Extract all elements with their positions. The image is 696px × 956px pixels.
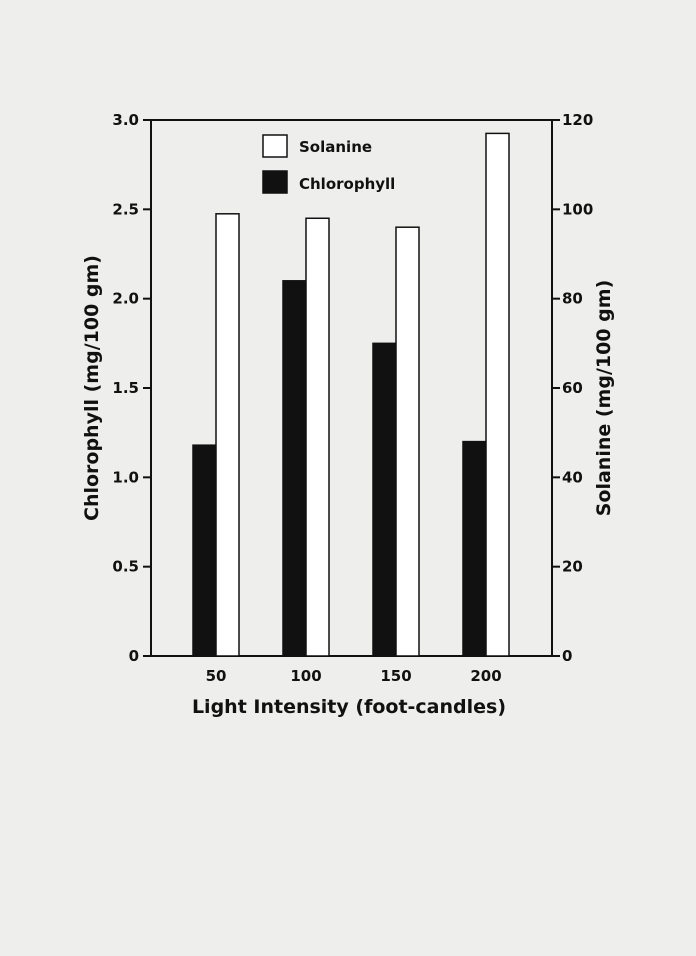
x-tick-label: 200: [470, 667, 501, 685]
x-axis-title: Light Intensity (foot-candles): [192, 696, 506, 718]
right-tick-label: 100: [562, 200, 593, 218]
left-tick-label: 0.5: [112, 558, 139, 576]
right-axis-title: Solanine (mg/100 gm): [593, 280, 615, 517]
right-tick-label: 0: [562, 647, 572, 665]
x-axis-ticks: 50 100 150 200: [206, 667, 502, 685]
bar-chlorophyll-150: [372, 342, 397, 657]
left-tick-label: 1.5: [112, 379, 139, 397]
bar-solanine-50: [215, 213, 240, 657]
left-tick-label: 1.0: [112, 468, 139, 486]
legend-label-solanine: Solanine: [299, 138, 372, 156]
right-tick-label: 20: [562, 558, 583, 576]
bar-solanine-100: [305, 217, 330, 657]
x-tick-label: 50: [206, 667, 227, 685]
bar-chlorophyll-100: [282, 280, 307, 657]
right-tick-label: 60: [562, 379, 583, 397]
left-tick-label: 3.0: [112, 111, 139, 129]
x-tick-label: 150: [380, 667, 411, 685]
legend-label-chlorophyll: Chlorophyll: [299, 175, 395, 193]
right-tick-label: 40: [562, 468, 583, 486]
right-axis-ticks: 0 20 40 60 80 100 120: [552, 111, 593, 665]
right-tick-label: 80: [562, 290, 583, 308]
legend-swatch-chlorophyll: [262, 170, 288, 194]
left-axis-title: Chlorophyll (mg/100 gm): [81, 255, 103, 521]
bar-solanine-150: [395, 226, 420, 657]
legend-swatch-solanine: [262, 134, 288, 158]
legend: Solanine Chlorophyll: [262, 134, 395, 194]
x-tick-label: 100: [290, 667, 321, 685]
bar-chlorophyll-50: [192, 444, 217, 657]
left-axis-ticks: 0 0.5 1.0 1.5 2.0 2.5 3.0: [112, 111, 151, 665]
left-tick-label: 2.0: [112, 290, 139, 308]
left-tick-label: 0: [129, 647, 139, 665]
bar-solanine-200: [485, 132, 510, 657]
bar-chlorophyll-200: [462, 440, 487, 657]
bars: [192, 132, 510, 657]
right-tick-label: 120: [562, 111, 593, 129]
left-tick-label: 2.5: [112, 200, 139, 218]
